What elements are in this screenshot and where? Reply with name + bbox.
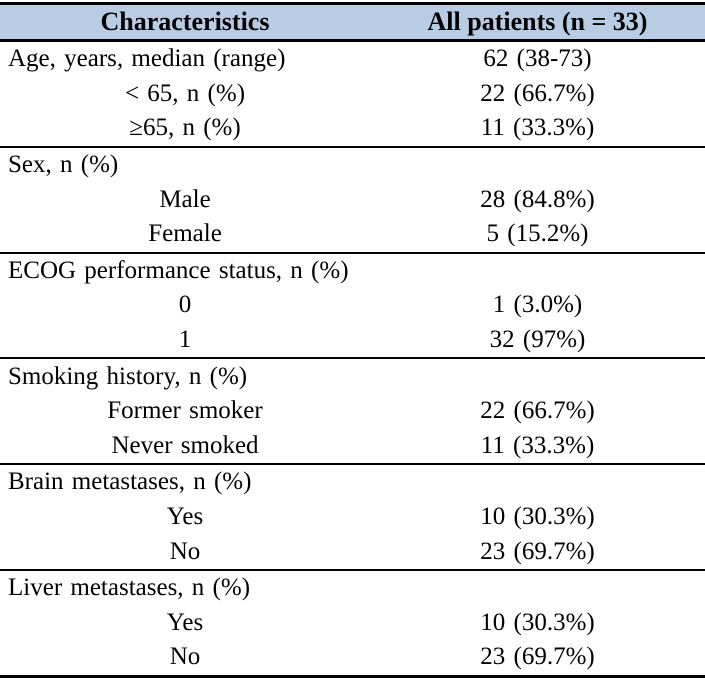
section-liver-metastases: Liver metastases, n (%) Yes 10 (30.3%) N… <box>0 571 705 678</box>
table-row: Brain metastases, n (%) <box>0 465 705 500</box>
row-value: 22 (66.7%) <box>480 397 595 425</box>
table-row: Yes 10 (30.3%) <box>0 500 705 535</box>
row-label: Smoking history, n (%) <box>8 362 248 390</box>
row-value: 1 (3.0%) <box>492 291 583 319</box>
row-label: 0 <box>178 291 192 319</box>
table-row: No 23 (69.7%) <box>0 534 705 569</box>
row-label: Never smoked <box>111 431 259 459</box>
table-row: Male 28 (84.8%) <box>0 182 705 217</box>
table-row: ECOG performance status, n (%) <box>0 254 705 289</box>
table-row: < 65, n (%) 22 (66.7%) <box>0 77 705 112</box>
row-label: Male <box>159 185 211 213</box>
table-header-row: Characteristics All patients (n = 33) <box>0 2 705 42</box>
section-sex: Sex, n (%) Male 28 (84.8%) Female 5 (15.… <box>0 148 705 254</box>
section-age: Age, years, median (range) 62 (38-73) < … <box>0 42 705 148</box>
table-row: Sex, n (%) <box>0 148 705 183</box>
section-ecog: ECOG performance status, n (%) 0 1 (3.0%… <box>0 254 705 360</box>
row-label: < 65, n (%) <box>124 79 246 107</box>
table-row: Female 5 (15.2%) <box>0 217 705 252</box>
row-label: No <box>169 643 201 671</box>
row-label: No <box>169 537 201 565</box>
row-label: ≥65, n (%) <box>129 114 241 142</box>
characteristics-table: Characteristics All patients (n = 33) Ag… <box>0 2 705 678</box>
row-label: Former smoker <box>107 397 263 425</box>
row-label: Female <box>148 220 222 248</box>
row-label: Yes <box>166 608 204 636</box>
row-value: 11 (33.3%) <box>480 431 595 459</box>
section-smoking: Smoking history, n (%) Former smoker 22 … <box>0 359 705 466</box>
table-row: Never smoked 11 (33.3%) <box>0 429 705 464</box>
row-label: Yes <box>166 503 204 531</box>
row-value: 11 (33.3%) <box>480 114 595 142</box>
row-label: Sex, n (%) <box>8 151 119 179</box>
row-label: Liver metastases, n (%) <box>8 574 251 602</box>
table-row: ≥65, n (%) 11 (33.3%) <box>0 111 705 146</box>
table-row: Yes 10 (30.3%) <box>0 606 705 641</box>
table-row: 1 32 (97%) <box>0 323 705 358</box>
row-value: 22 (66.7%) <box>480 79 595 107</box>
row-label: Brain metastases, n (%) <box>8 468 252 496</box>
table-row: Smoking history, n (%) <box>0 359 705 394</box>
table-row: Former smoker 22 (66.7%) <box>0 394 705 429</box>
row-value: 5 (15.2%) <box>486 220 589 248</box>
row-label: ECOG performance status, n (%) <box>8 256 349 284</box>
row-value: 10 (30.3%) <box>480 608 595 636</box>
table-row: No 23 (69.7%) <box>0 640 705 675</box>
section-brain-metastases: Brain metastases, n (%) Yes 10 (30.3%) N… <box>0 465 705 571</box>
row-value: 23 (69.7%) <box>480 643 595 671</box>
row-value: 32 (97%) <box>489 326 586 354</box>
row-value: 28 (84.8%) <box>480 185 595 213</box>
table-row: 0 1 (3.0%) <box>0 288 705 323</box>
row-value: 62 (38-73) <box>483 45 592 73</box>
table-row: Age, years, median (range) 62 (38-73) <box>0 42 705 77</box>
row-value: 10 (30.3%) <box>480 503 595 531</box>
row-value: 23 (69.7%) <box>480 537 595 565</box>
header-characteristics: Characteristics <box>100 7 270 36</box>
table-row: Liver metastases, n (%) <box>0 571 705 606</box>
row-label: 1 <box>178 326 192 354</box>
row-label: Age, years, median (range) <box>8 45 286 73</box>
header-all-patients: All patients (n = 33) <box>427 7 648 36</box>
